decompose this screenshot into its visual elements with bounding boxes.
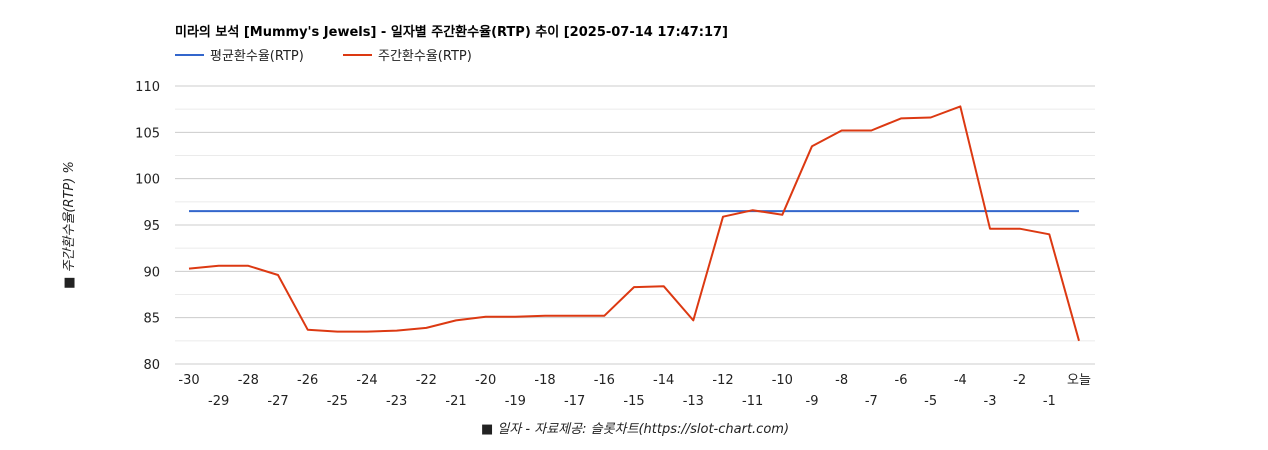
y-tick-label: 85 <box>143 312 160 327</box>
chart-title: 미라의 보석 [Mummy's Jewels] - 일자별 주간환수율(RTP)… <box>175 24 728 40</box>
x-tick-label: -9 <box>806 394 819 409</box>
x-tick-label: -8 <box>835 373 848 388</box>
y-tick-label: 80 <box>143 358 160 373</box>
x-tick-label: -21 <box>445 394 466 409</box>
x-tick-label: -30 <box>178 373 199 388</box>
x-tick-label: -14 <box>653 373 674 388</box>
x-tick-label: -7 <box>865 394 878 409</box>
y-axis-ticks: 80 85 90 95 100 105 110 <box>135 80 160 373</box>
x-tick-label: -2 <box>1013 373 1026 388</box>
x-tick-label: -22 <box>416 373 437 388</box>
series-line-weekly-rtp[interactable] <box>188 105 1080 342</box>
y-tick-label: 110 <box>135 80 160 95</box>
x-axis-title: ■ 일자 - 자료제공: 슬롯차트(https://slot-chart.com… <box>481 422 789 437</box>
x-tick-label: -28 <box>238 373 259 388</box>
x-tick-label: -25 <box>327 394 348 409</box>
x-tick-label: -19 <box>505 394 526 409</box>
y-tick-label: 90 <box>143 265 160 280</box>
x-tick-label: -29 <box>208 394 229 409</box>
x-tick-label: -4 <box>954 373 967 388</box>
x-axis-ticks: -30-29-28-27-26-25-24-23-22-21-20-19-18-… <box>178 373 1091 409</box>
x-tick-label: -3 <box>984 394 997 409</box>
x-tick-label: 오늘 <box>1067 373 1091 388</box>
x-tick-label: -1 <box>1043 394 1056 409</box>
series-lines <box>188 105 1080 342</box>
y-axis-title: ■ 주간환수율(RTP) % <box>62 161 77 289</box>
x-tick-label: -24 <box>356 373 377 388</box>
x-tick-label: -6 <box>895 373 908 388</box>
y-tick-label: 100 <box>135 173 160 188</box>
x-tick-label: -15 <box>623 394 644 409</box>
legend-label-avg-rtp: 평균환수율(RTP) <box>210 49 304 64</box>
x-tick-label: -27 <box>267 394 288 409</box>
x-tick-label: -20 <box>475 373 496 388</box>
x-tick-label: -17 <box>564 394 585 409</box>
x-tick-label: -10 <box>772 373 793 388</box>
gridlines <box>175 85 1095 365</box>
y-tick-label: 105 <box>135 126 160 141</box>
x-tick-label: -12 <box>712 373 733 388</box>
y-tick-label: 95 <box>143 219 160 234</box>
x-tick-label: -5 <box>924 394 937 409</box>
x-tick-label: -11 <box>742 394 763 409</box>
x-tick-label: -13 <box>683 394 704 409</box>
legend[interactable]: 평균환수율(RTP) 주간환수율(RTP) <box>175 49 472 64</box>
x-tick-label: -16 <box>594 373 615 388</box>
x-tick-label: -18 <box>534 373 555 388</box>
x-tick-label: -26 <box>297 373 318 388</box>
x-tick-label: -23 <box>386 394 407 409</box>
legend-label-weekly-rtp: 주간환수율(RTP) <box>378 49 472 64</box>
